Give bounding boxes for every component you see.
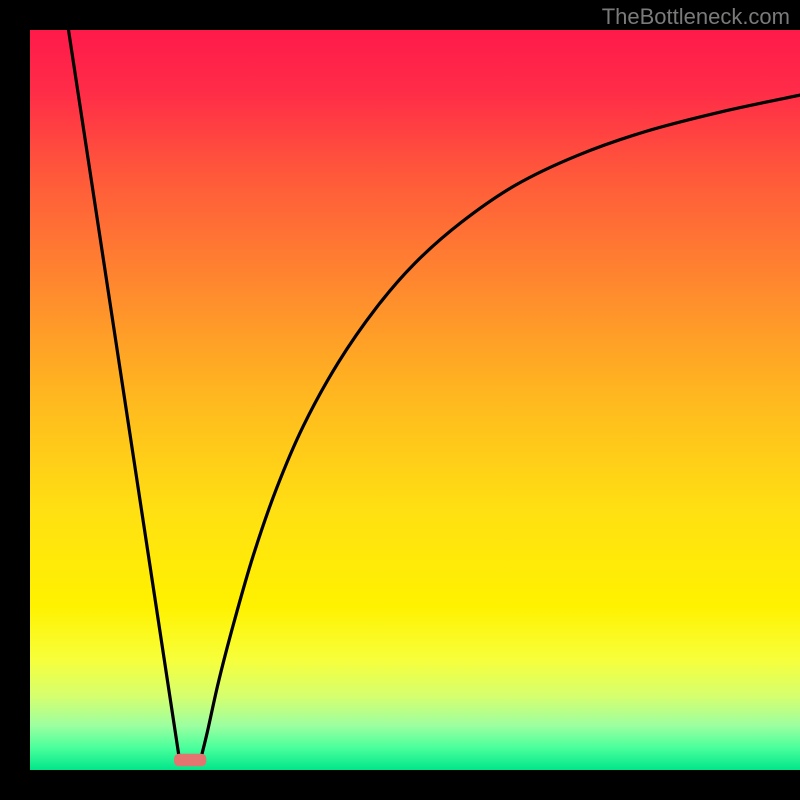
plot-background <box>30 30 800 770</box>
chart-svg <box>0 0 800 800</box>
chart-container: TheBottleneck.com <box>0 0 800 800</box>
watermark-text: TheBottleneck.com <box>602 4 790 30</box>
valley-marker <box>174 754 206 767</box>
